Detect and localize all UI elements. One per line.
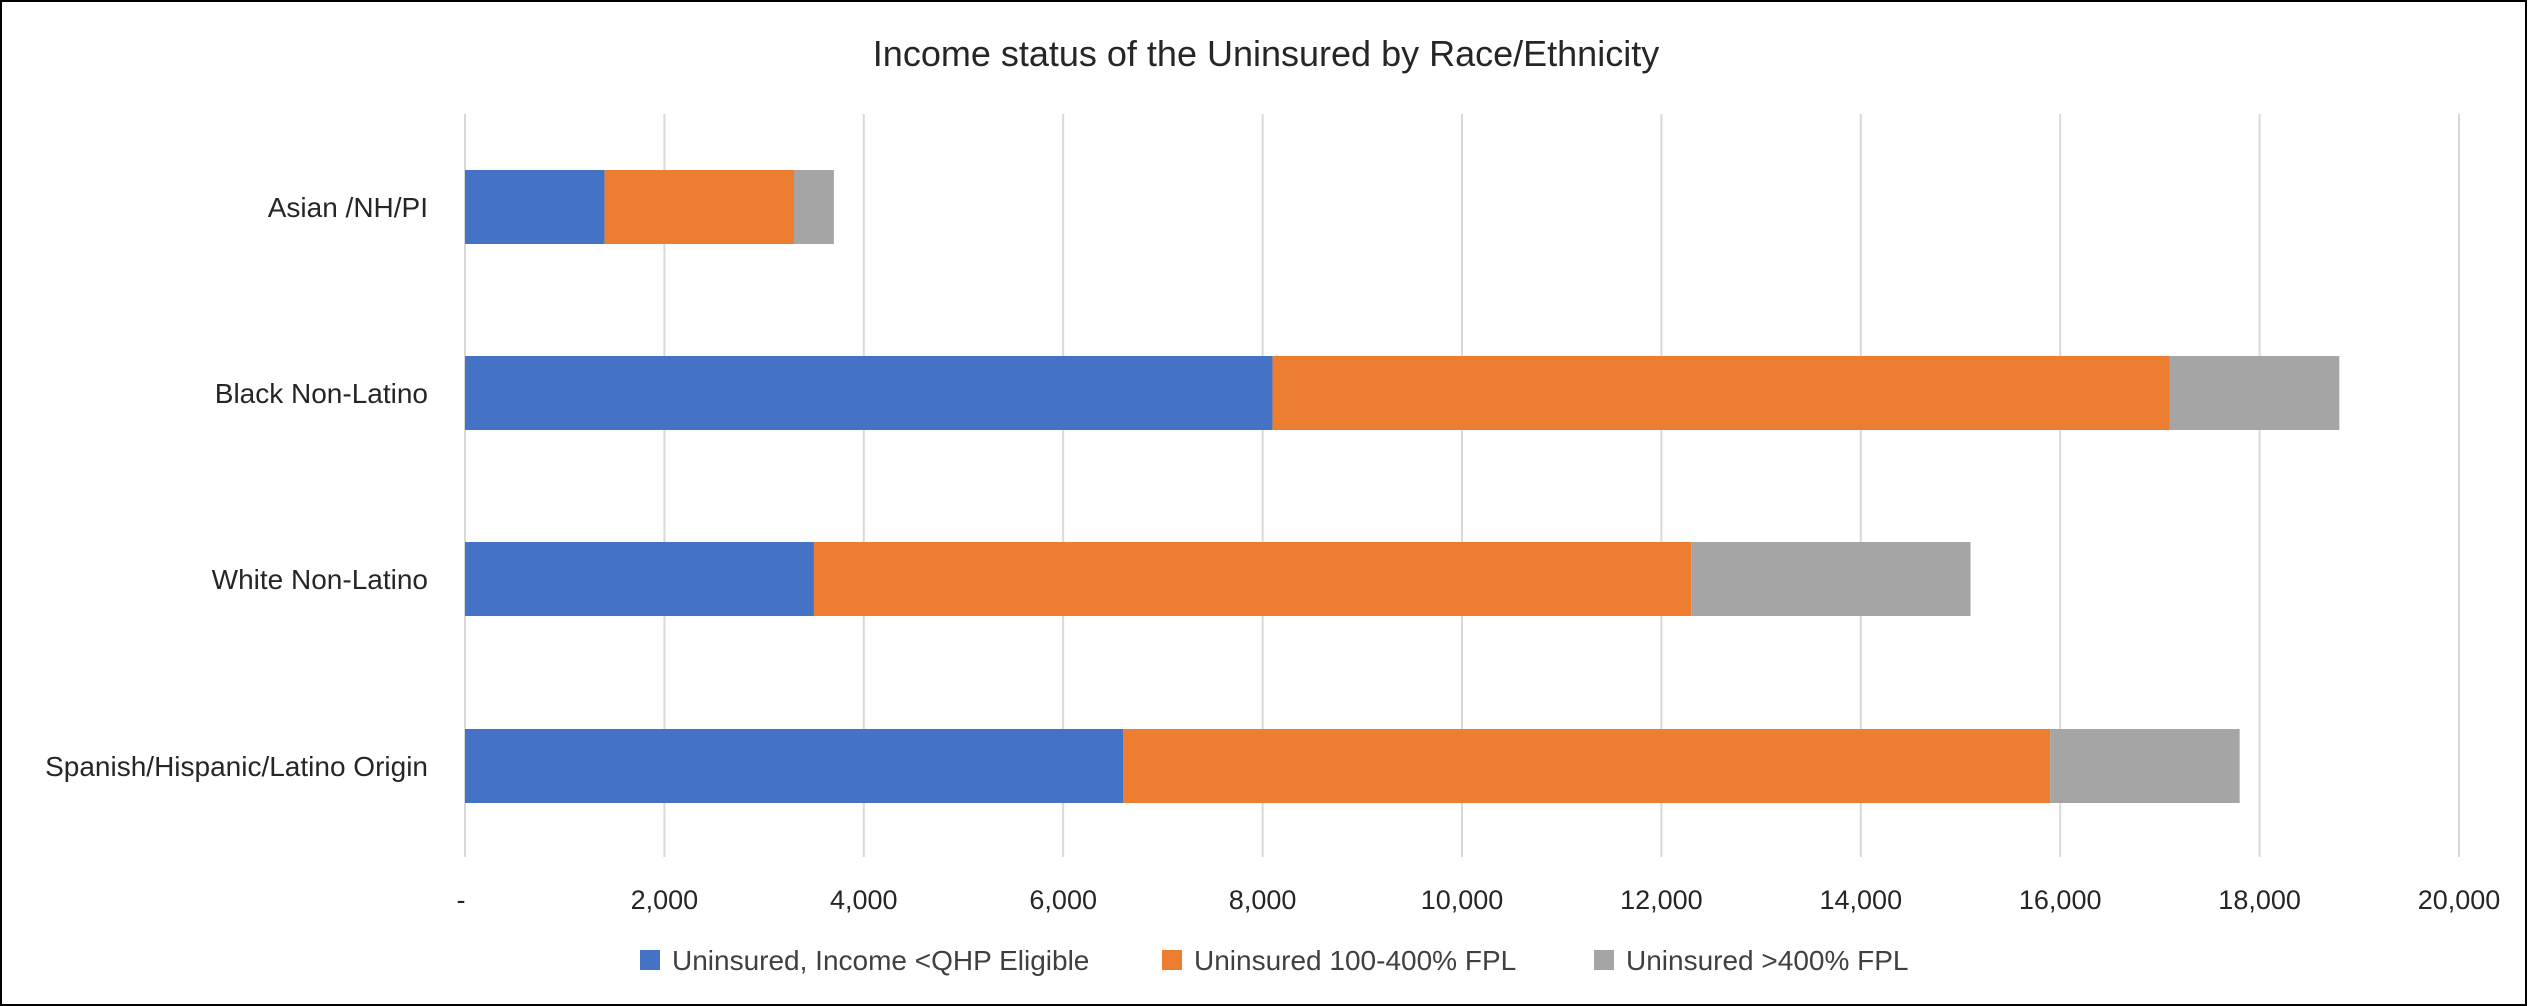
x-tick-label-7: 14,000 (1820, 885, 1903, 915)
bar-3-series-1 (1123, 729, 2051, 803)
x-tick-label-0: - (457, 885, 466, 915)
category-label-0: Asian /NH/PI (268, 192, 428, 223)
bar-2-series-0 (465, 542, 814, 616)
bar-3-series-2 (2050, 729, 2240, 803)
bar-1-series-0 (465, 356, 1273, 430)
x-tick-label-10: 20,000 (2418, 885, 2501, 915)
x-tick-label-8: 16,000 (2019, 885, 2102, 915)
x-tick-label-6: 12,000 (1620, 885, 1703, 915)
bar-3-series-0 (465, 729, 1124, 803)
legend-label-0: Uninsured, Income <QHP Eligible (672, 945, 1089, 976)
x-tick-label-1: 2,000 (631, 885, 699, 915)
x-axis-tick-labels: - 2,000 4,000 6,000 8,000 10,000 12,000 14,000 1… (457, 885, 2501, 915)
bars (465, 170, 2340, 803)
bar-2-series-1 (813, 542, 1692, 616)
category-label-1: Black Non-Latino (215, 378, 428, 409)
category-label-3: Spanish/Hispanic/Latino Origin (45, 751, 428, 782)
bar-0-series-2 (794, 170, 834, 244)
legend-swatch-2 (1594, 950, 1614, 970)
chart-title: Income status of the Uninsured by Race/E… (873, 33, 1659, 74)
legend-item-1: Uninsured 100-400% FPL (1162, 945, 1516, 976)
bar-1-series-1 (1272, 356, 2170, 430)
legend-item-0: Uninsured, Income <QHP Eligible (640, 945, 1089, 976)
legend-swatch-1 (1162, 950, 1182, 970)
bar-0-series-0 (465, 170, 605, 244)
x-tick-label-4: 8,000 (1229, 885, 1297, 915)
x-tick-label-5: 10,000 (1421, 885, 1504, 915)
category-labels: Asian /NH/PI Black Non-Latino White Non-La… (45, 192, 428, 782)
legend-swatch-0 (640, 950, 660, 970)
legend: Uninsured, Income <QHP Eligible Uninsured… (640, 945, 1909, 976)
x-tick-label-3: 6,000 (1029, 885, 1097, 915)
category-label-2: White Non-Latino (212, 564, 428, 595)
bar-1-series-2 (2169, 356, 2340, 430)
legend-label-2: Uninsured >400% FPL (1626, 945, 1909, 976)
bar-2-series-2 (1691, 542, 1971, 616)
legend-label-1: Uninsured 100-400% FPL (1194, 945, 1516, 976)
x-tick-label-2: 4,000 (830, 885, 898, 915)
x-tick-label-9: 18,000 (2218, 885, 2301, 915)
legend-item-2: Uninsured >400% FPL (1594, 945, 1909, 976)
bar-0-series-1 (604, 170, 795, 244)
